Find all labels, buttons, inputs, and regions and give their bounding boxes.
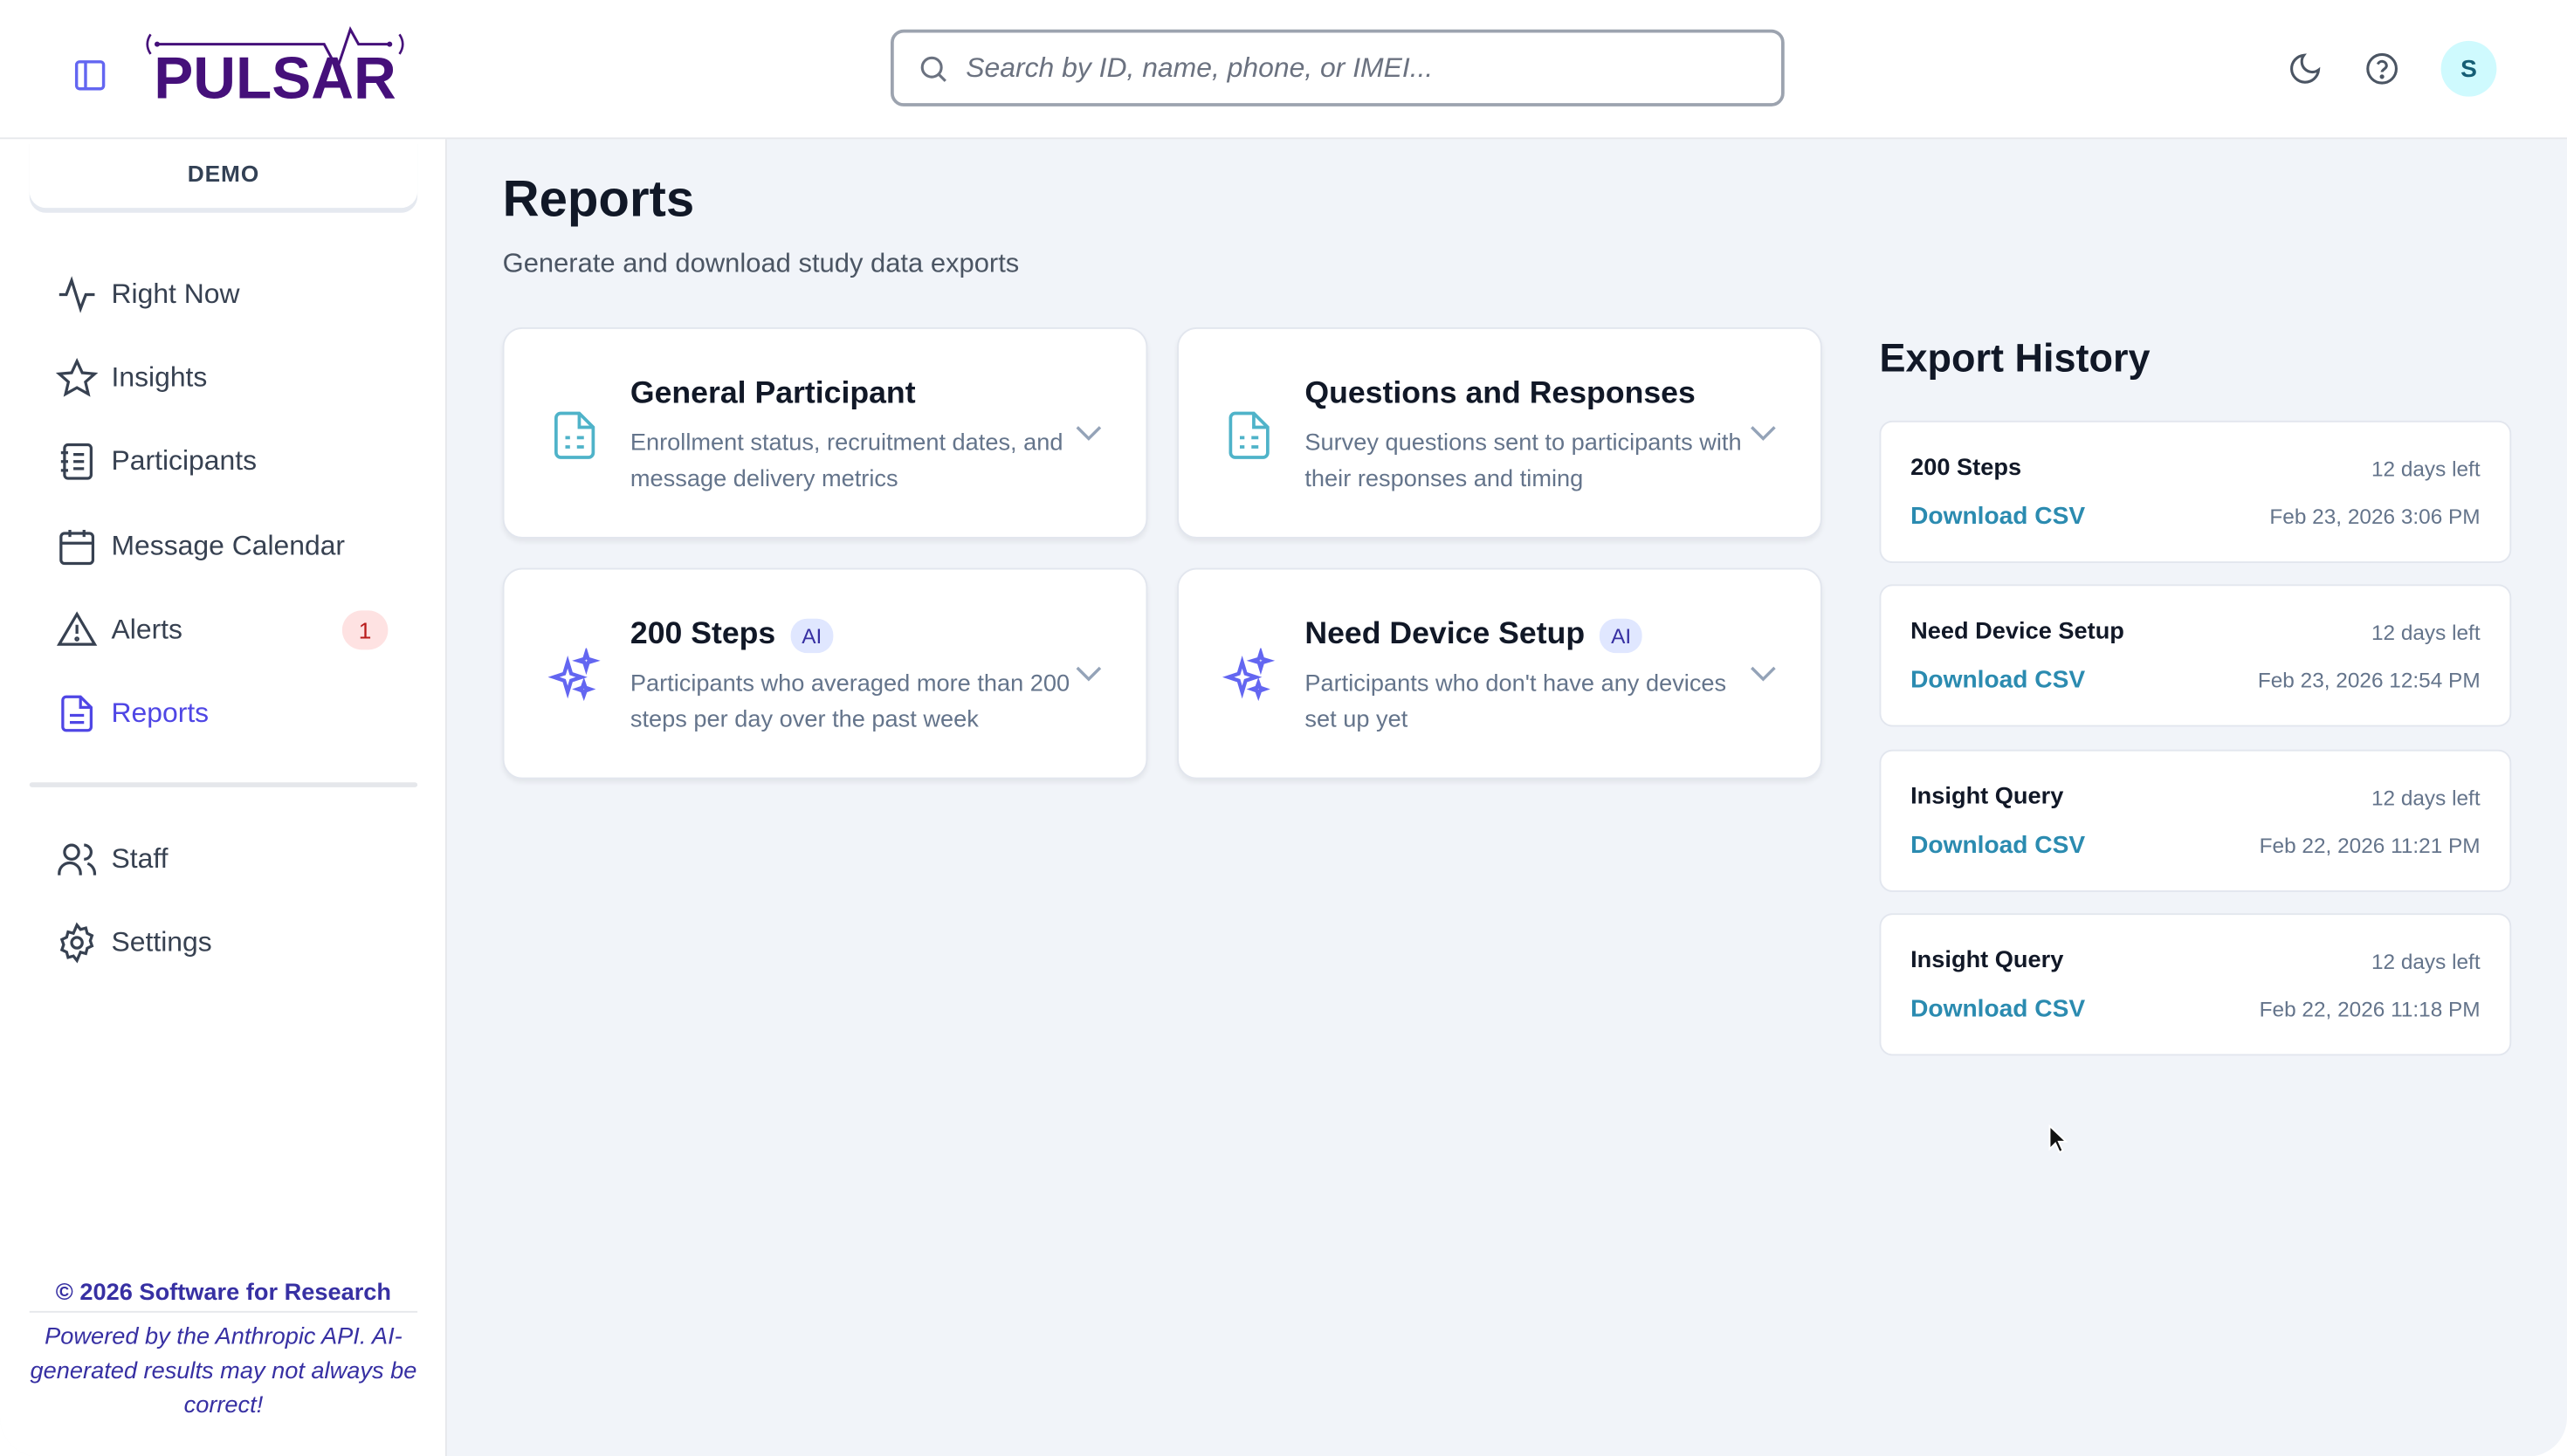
chevron-down-icon[interactable] [1074, 662, 1104, 684]
report-description: Enrollment status, recruitment dates, an… [630, 430, 1063, 492]
logo-text: PULSAR [154, 46, 396, 106]
download-csv-link[interactable]: Download CSV [1910, 995, 2086, 1023]
export-name: 200 Steps [1910, 455, 2022, 482]
sidebar-item-staff[interactable]: Staff [30, 825, 417, 894]
export-timestamp: Feb 23, 2026 12:54 PM [2257, 668, 2481, 693]
sparkles-icon [1222, 648, 1276, 702]
activity-icon [58, 276, 95, 313]
export-expiry: 12 days left [2371, 786, 2481, 811]
export-history-title: Export History [1879, 337, 2151, 381]
sidebar-item-reports[interactable]: Reports [30, 679, 417, 748]
users-icon [58, 843, 97, 876]
report-description: Participants who don't have any devices … [1304, 670, 1727, 733]
notebook-icon [60, 443, 93, 480]
page-title: Reports [502, 170, 695, 228]
ai-badge: AI [1600, 617, 1643, 653]
file-text-icon [61, 695, 93, 732]
sidebar-item-label: Settings [111, 926, 212, 958]
sidebar-item-insights[interactable]: Insights [30, 344, 417, 413]
pulsar-logo[interactable]: PULSAR [144, 26, 406, 105]
export-timestamp: Feb 22, 2026 11:18 PM [2259, 996, 2481, 1021]
sidebar-item-label: Insights [111, 361, 208, 393]
sidebar-item-label: Reports [111, 697, 210, 729]
copyright: © 2026 Software for Research [29, 1280, 418, 1313]
export-expiry: 12 days left [2371, 620, 2481, 645]
sidebar-item-label: Staff [111, 842, 169, 875]
report-title: Questions and Responses [1304, 376, 1696, 411]
mouse-cursor-icon [2048, 1124, 2068, 1154]
export-name: Insight Query [1910, 784, 2064, 811]
page-subtitle: Generate and download study data exports [502, 249, 1020, 278]
report-description: Survey questions sent to participants wi… [1304, 430, 1742, 492]
export-name: Insight Query [1910, 947, 2064, 974]
gear-icon [59, 922, 94, 964]
avatar[interactable]: S [2440, 40, 2497, 97]
star-icon [55, 357, 99, 397]
export-timestamp: Feb 22, 2026 11:21 PM [2259, 833, 2481, 858]
search-input[interactable] [966, 52, 1752, 85]
ai-disclaimer: Powered by the Anthropic API. AI-generat… [30, 1323, 417, 1419]
download-csv-link[interactable]: Download CSV [1910, 502, 2086, 531]
report-description: Participants who averaged more than 200 … [630, 670, 1070, 733]
alert-triangle-icon [56, 611, 98, 646]
sidebar-item-message-calendar[interactable]: Message Calendar [30, 512, 417, 581]
report-card-general-participant[interactable]: General Participant Enrollment status, r… [502, 327, 1148, 539]
ai-badge: AI [790, 617, 834, 653]
alerts-count-badge: 1 [341, 610, 389, 650]
report-title: General Participant [630, 376, 916, 411]
report-title: Need Device Setup [1304, 616, 1586, 652]
export-history-item: Insight Query 12 days left Download CSV … [1879, 749, 2512, 892]
sidebar: DEMO Right Now Insights Participants Mes… [0, 139, 447, 1456]
sidebar-item-label: Alerts [111, 614, 183, 645]
file-icon [554, 411, 595, 459]
report-card-need-device-setup[interactable]: Need Device Setup AI Participants who don… [1177, 567, 1822, 780]
sidebar-item-participants[interactable]: Participants [30, 427, 417, 496]
sidebar-footer: © 2026 Software for Research Powered by … [29, 1280, 418, 1424]
sidebar-divider [29, 782, 418, 787]
export-timestamp: Feb 23, 2026 3:06 PM [2269, 504, 2481, 529]
file-icon [1228, 411, 1270, 459]
download-csv-link[interactable]: Download CSV [1910, 666, 2086, 694]
export-history-item: 200 Steps 12 days left Download CSV Feb … [1879, 420, 2512, 563]
sidebar-item-alerts[interactable]: Alerts 1 [30, 596, 417, 665]
report-card-questions-responses[interactable]: Questions and Responses Survey questions… [1177, 327, 1822, 539]
sidebar-item-label: Message Calendar [111, 530, 346, 562]
export-history-item: Insight Query 12 days left Download CSV … [1879, 913, 2512, 1056]
study-selector[interactable]: DEMO [30, 139, 417, 208]
chevron-down-icon[interactable] [1074, 421, 1104, 443]
sidebar-item-label: Participants [111, 445, 258, 477]
report-title: 200 Steps [630, 616, 776, 652]
help-icon[interactable] [2364, 51, 2400, 86]
sidebar-item-label: Right Now [111, 278, 240, 310]
sidebar-item-settings[interactable]: Settings [30, 909, 417, 978]
export-name: Need Device Setup [1910, 618, 2124, 645]
export-history-item: Need Device Setup 12 days left Download … [1879, 584, 2512, 727]
search-box[interactable] [891, 29, 1785, 106]
sidebar-item-right-now[interactable]: Right Now [30, 260, 417, 329]
search-icon [920, 55, 946, 81]
sidebar-toggle-icon[interactable] [72, 58, 108, 93]
export-expiry: 12 days left [2371, 949, 2481, 974]
download-csv-link[interactable]: Download CSV [1910, 831, 2086, 860]
export-expiry: 12 days left [2371, 457, 2481, 482]
sparkles-icon [547, 648, 601, 702]
top-bar: PULSAR S [0, 0, 2567, 140]
calendar-icon [59, 529, 95, 566]
chevron-down-icon[interactable] [1749, 421, 1779, 443]
report-card-200-steps[interactable]: 200 Steps AI Participants who averaged mo… [502, 567, 1148, 780]
chevron-down-icon[interactable] [1749, 662, 1779, 684]
moon-icon[interactable] [2287, 51, 2323, 86]
